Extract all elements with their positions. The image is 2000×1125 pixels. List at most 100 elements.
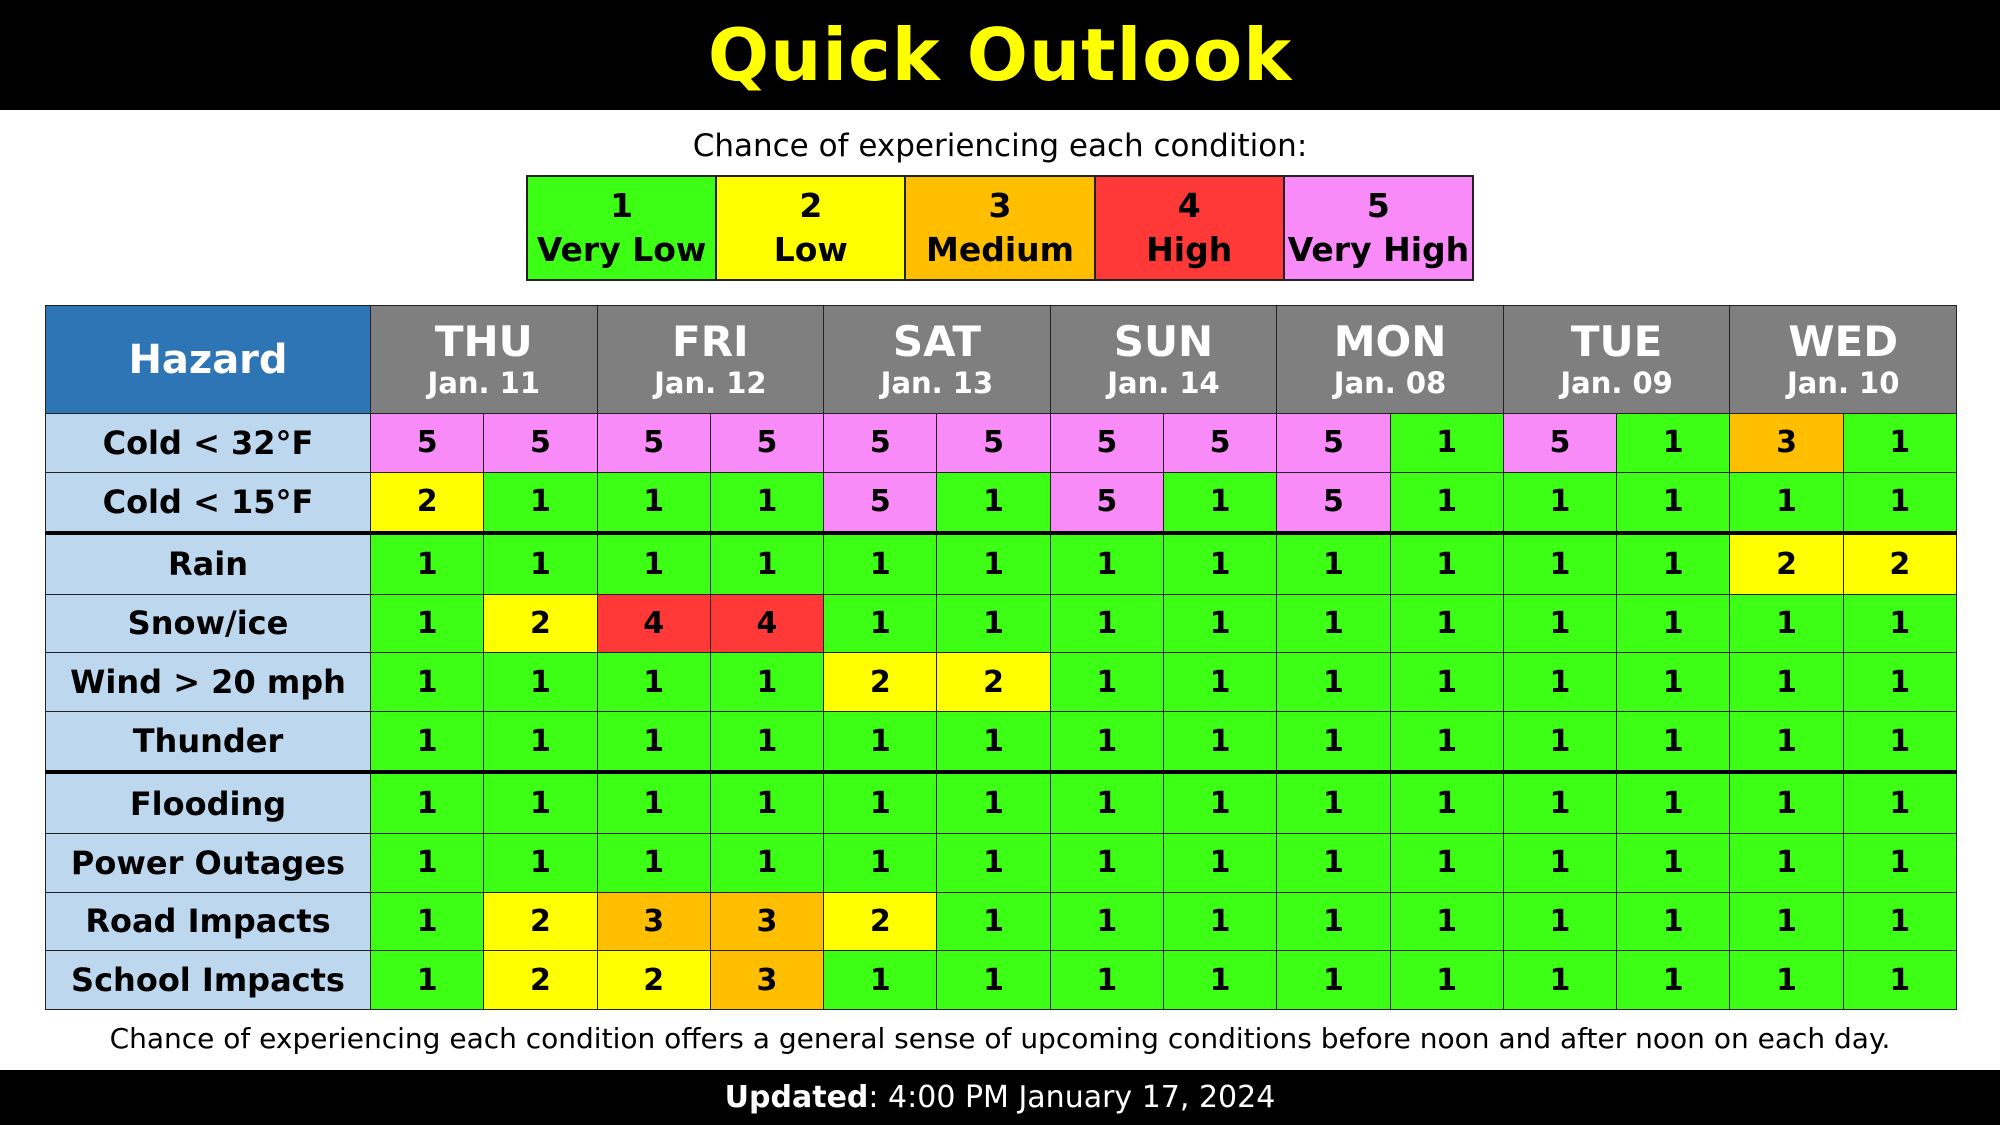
risk-cell: 1 [1049, 891, 1164, 952]
risk-cell: 1 [596, 471, 711, 536]
risk-cell: 1 [1729, 771, 1844, 834]
hazard-table: Hazard THU Jan. 11 FRI Jan. 12 SAT Jan. 13 SUN… [45, 305, 1958, 1010]
legend-level-5: 5 Very High [1284, 177, 1473, 279]
risk-cell: 1 [483, 532, 598, 595]
legend: 1 Very Low 2 Low 3 Medium 4 High 5 Very High [526, 175, 1474, 281]
table-row: Cold < 15°F 2 1 1 1 5 1 5 1 5 1 1 1 1 1 [45, 471, 1958, 536]
legend-level-label: Medium [925, 230, 1075, 269]
risk-cell: 1 [1616, 593, 1731, 654]
risk-cell: 3 [709, 891, 825, 952]
risk-cell: 1 [596, 532, 711, 595]
risk-cell: 1 [1049, 593, 1164, 654]
risk-cell: 1 [1162, 832, 1278, 893]
risk-cell: 1 [369, 771, 485, 834]
risk-cell: 5 [1502, 413, 1618, 473]
risk-cell: 1 [936, 950, 1051, 1010]
risk-cell: 1 [1389, 832, 1504, 893]
legend-level-2: 2 Low [717, 177, 907, 279]
risk-cell: 2 [369, 471, 485, 536]
risk-cell: 1 [823, 832, 938, 893]
risk-cell: 1 [1842, 771, 1958, 834]
risk-cell: 1 [1729, 950, 1844, 1010]
table-row: Road Impacts 1 2 3 3 2 1 1 1 1 1 1 1 1 1 [45, 891, 1958, 952]
risk-cell: 1 [483, 832, 598, 893]
risk-cell: 1 [1842, 652, 1958, 712]
risk-cell: 1 [483, 710, 598, 775]
risk-cell: 5 [823, 471, 938, 536]
risk-cell: 1 [369, 950, 485, 1010]
risk-cell: 1 [369, 532, 485, 595]
page-title: Quick Outlook [707, 13, 1293, 97]
risk-cell: 5 [1276, 413, 1391, 473]
risk-cell: 1 [1842, 710, 1958, 775]
risk-cell: 1 [1502, 593, 1618, 654]
table-row: Thunder 1 1 1 1 1 1 1 1 1 1 1 1 1 1 [45, 710, 1958, 775]
legend-level-label: Very Low [536, 230, 707, 269]
legend-level-number: 4 [1177, 186, 1201, 225]
risk-cell: 1 [1729, 710, 1844, 775]
hazard-label: Road Impacts [45, 891, 371, 952]
risk-cell: 1 [369, 891, 485, 952]
risk-cell: 1 [823, 710, 938, 775]
risk-cell: 1 [1049, 652, 1164, 712]
risk-cell: 1 [1616, 413, 1731, 473]
risk-cell: 1 [1049, 710, 1164, 775]
risk-cell: 1 [1276, 710, 1391, 775]
table-row: Snow/ice 1 2 4 4 1 1 1 1 1 1 1 1 1 1 [45, 593, 1958, 654]
legend-level-4: 4 High [1095, 177, 1285, 279]
risk-cell: 1 [1276, 593, 1391, 654]
risk-cell: 1 [1389, 471, 1504, 536]
table-row: Cold < 32°F 5 5 5 5 5 5 5 5 5 1 5 1 3 1 [45, 413, 1958, 473]
risk-cell: 1 [709, 710, 825, 775]
hazard-label: Thunder [45, 710, 371, 775]
table-row: Power Outages 1 1 1 1 1 1 1 1 1 1 1 1 1 1 [45, 832, 1958, 893]
hazard-header: Hazard [45, 305, 371, 414]
risk-cell: 1 [1616, 950, 1731, 1010]
risk-cell: 2 [1842, 532, 1958, 595]
day-header-wed: WED Jan. 10 [1729, 305, 1957, 414]
risk-cell: 1 [1049, 950, 1164, 1010]
day-name: SUN [1113, 316, 1214, 366]
day-name: THU [434, 316, 533, 366]
risk-cell: 1 [1729, 593, 1844, 654]
legend-level-1: 1 Very Low [528, 177, 718, 279]
risk-cell: 1 [596, 652, 711, 712]
day-name: FRI [672, 316, 749, 366]
risk-cell: 1 [709, 471, 825, 536]
risk-cell: 1 [1162, 532, 1278, 595]
risk-cell: 1 [483, 771, 598, 834]
risk-cell: 1 [1842, 413, 1958, 473]
table-row: Wind > 20 mph 1 1 1 1 2 2 1 1 1 1 1 1 1 1 [45, 652, 1958, 712]
risk-cell: 1 [1842, 891, 1958, 952]
risk-cell: 1 [1276, 532, 1391, 595]
risk-cell: 1 [1389, 652, 1504, 712]
day-date: Jan. 08 [1333, 365, 1447, 400]
risk-cell: 1 [1502, 771, 1618, 834]
risk-cell: 5 [936, 413, 1051, 473]
legend-caption: Chance of experiencing each condition: [692, 128, 1308, 164]
risk-cell: 1 [709, 532, 825, 595]
risk-cell: 5 [1049, 471, 1164, 536]
risk-cell: 1 [936, 771, 1051, 834]
day-header-mon: MON Jan. 08 [1276, 305, 1504, 414]
risk-cell: 1 [1276, 771, 1391, 834]
hazard-label: School Impacts [45, 950, 371, 1010]
risk-cell: 5 [596, 413, 711, 473]
legend-level-number: 3 [988, 186, 1012, 225]
risk-cell: 1 [1389, 891, 1504, 952]
day-date: Jan. 11 [427, 365, 541, 400]
risk-cell: 1 [1389, 593, 1504, 654]
table-row: School Impacts 1 2 2 3 1 1 1 1 1 1 1 1 1 1 [45, 950, 1958, 1010]
risk-cell: 1 [1616, 652, 1731, 712]
risk-cell: 1 [1049, 532, 1164, 595]
risk-cell: 3 [596, 891, 711, 952]
risk-cell: 1 [483, 471, 598, 536]
risk-cell: 1 [596, 832, 711, 893]
day-header-thu: THU Jan. 11 [370, 305, 598, 414]
day-header-sat: SAT Jan. 13 [823, 305, 1051, 414]
risk-cell: 1 [1842, 593, 1958, 654]
risk-cell: 1 [709, 771, 825, 834]
risk-cell: 1 [1162, 471, 1278, 536]
risk-cell: 1 [1502, 891, 1618, 952]
risk-cell: 1 [1162, 710, 1278, 775]
